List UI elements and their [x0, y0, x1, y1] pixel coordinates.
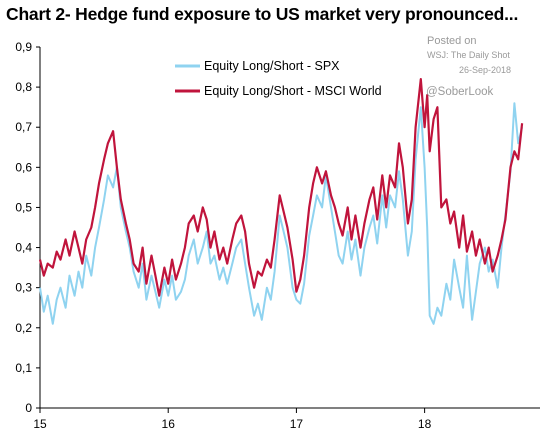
y-tick-label: 0,7: [15, 120, 32, 134]
y-tick-label: 0,4: [15, 241, 32, 255]
watermark: @SoberLook: [426, 86, 494, 98]
y-tick-label: 0,1: [15, 361, 32, 375]
y-tick-label: 0: [25, 401, 32, 415]
x-tick-label: 16: [162, 417, 176, 431]
series-layer: [38, 78, 524, 325]
legend-label-spx: Equity Long/Short - SPX: [204, 59, 340, 73]
series-line-spx: [39, 102, 524, 325]
y-tick-label: 0,8: [15, 80, 32, 94]
y-tick-label: 0,5: [15, 200, 32, 214]
source-posted-on: Posted on: [427, 35, 477, 47]
source-publication: WSJ: The Daily Shot: [427, 50, 510, 60]
x-axis: 15 16 17 18: [33, 407, 540, 431]
series-line-msci-world: [38, 78, 524, 297]
x-tick-label: 17: [290, 417, 304, 431]
y-axis: 0 0,1 0,2 0,3 0,4 0,5 0,6 0,7 0,8 0,9: [15, 40, 41, 415]
legend-label-msci: Equity Long/Short - MSCI World: [204, 84, 382, 98]
y-tick-label: 0,6: [15, 160, 32, 174]
x-tick-label: 18: [418, 417, 432, 431]
chart-title: Chart 2- Hedge fund exposure to US marke…: [6, 4, 519, 24]
source-date: 26-Sep-2018: [459, 65, 511, 75]
y-tick-label: 0,9: [15, 40, 32, 54]
x-tick-label: 15: [33, 417, 47, 431]
y-tick-label: 0,2: [15, 321, 32, 335]
y-tick-label: 0,3: [15, 281, 32, 295]
